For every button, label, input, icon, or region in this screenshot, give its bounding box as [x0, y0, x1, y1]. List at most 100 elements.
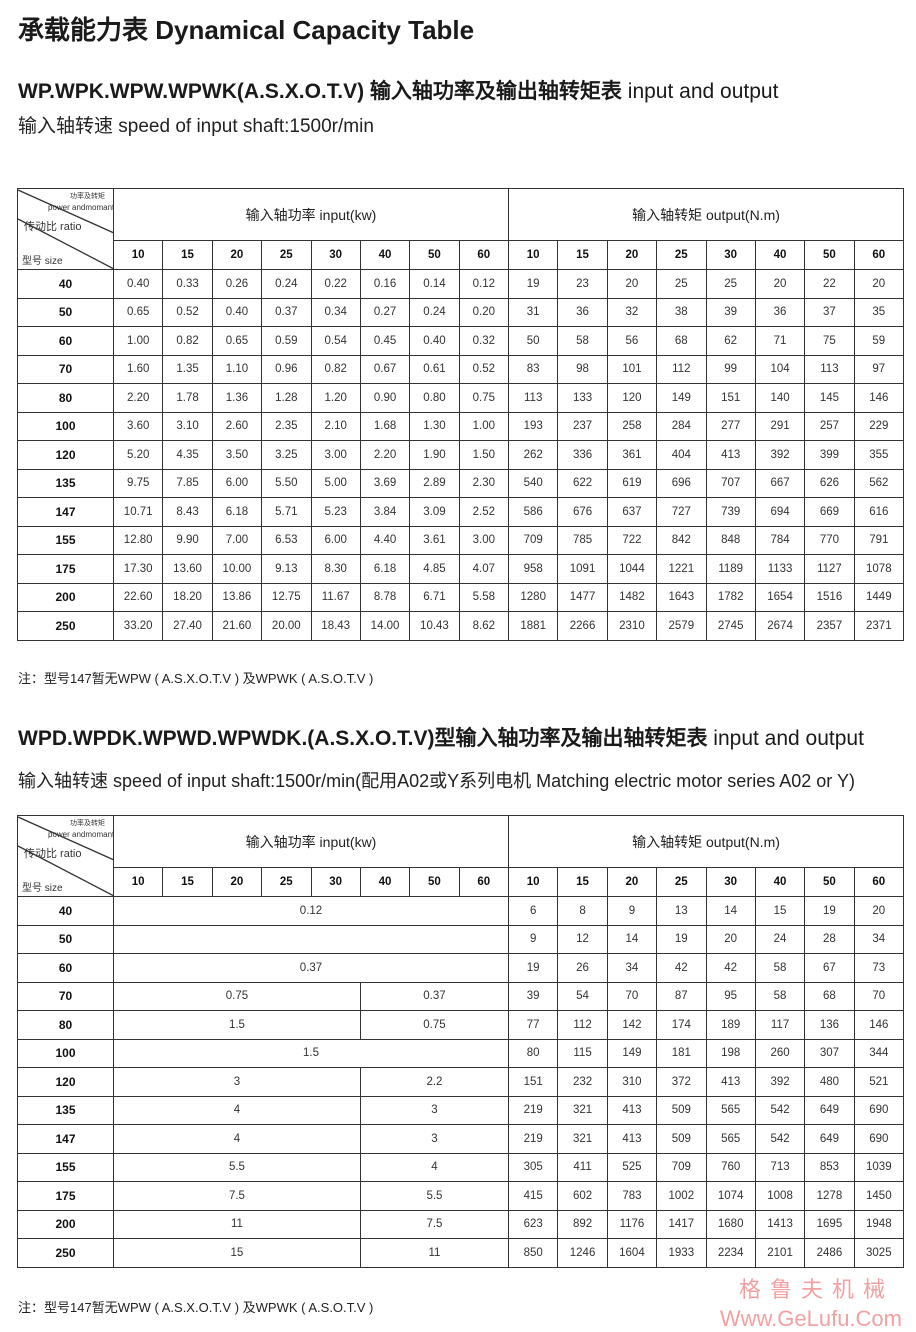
- ratio-header: 25: [261, 240, 312, 270]
- output-torque-cell: 262: [507, 440, 559, 470]
- table-row: 155 12.80 9.90 7.00 6.53 6.00 4.40 3.61 3.00 709 7…: [17, 525, 905, 555]
- diag-size: 型号 size: [22, 254, 63, 267]
- output-torque-cell: 1278: [804, 1181, 855, 1211]
- output-torque-cell: 1695: [804, 1209, 855, 1239]
- size-cell: 175: [17, 1181, 114, 1211]
- input-power-cell: 0.20: [458, 297, 510, 327]
- table-row: 40 0.12 6 8 9 13 14 15 19 20: [17, 896, 905, 926]
- input-power-cell: 0.90: [359, 383, 411, 413]
- output-torque-cell: 1133: [754, 554, 806, 584]
- output-torque-cell: 34: [606, 953, 658, 983]
- size-cell: 250: [17, 1238, 114, 1268]
- output-torque-cell: 542: [754, 1124, 806, 1154]
- output-torque-cell: 1449: [853, 582, 905, 612]
- input-power-cell: 0.67: [359, 354, 411, 384]
- output-torque-cell: 35: [853, 297, 905, 327]
- input-power-cell: 6.18: [359, 554, 411, 584]
- output-torque-cell: 174: [656, 1010, 707, 1040]
- table-row: 70 1.60 1.35 1.10 0.96 0.82 0.67 0.61 0.52 83 98 10…: [17, 354, 905, 384]
- diag-power-en: power andmomant: [48, 203, 114, 212]
- input-power-cell: 3: [359, 1124, 510, 1154]
- output-torque-cell: 149: [656, 383, 707, 413]
- output-torque-cell: 133: [557, 383, 608, 413]
- output-torque-cell: 2234: [705, 1238, 756, 1268]
- input-power-cell: 0.27: [359, 297, 411, 327]
- output-torque-cell: 344: [853, 1038, 905, 1068]
- output-torque-cell: 722: [606, 525, 658, 555]
- input-power-cell: 4: [113, 1095, 361, 1125]
- input-power-cell: 0.40: [211, 297, 263, 327]
- table-row: 200 11 7.5 623 892 1176 1417 1680 1413 1695 1948: [17, 1209, 905, 1239]
- ratio-header: 30: [705, 240, 756, 270]
- output-torque-cell: 38: [656, 297, 707, 327]
- output-torque-cell: 120: [606, 383, 658, 413]
- output-torque-cell: 117: [754, 1010, 806, 1040]
- output-torque-cell: 113: [804, 354, 855, 384]
- output-torque-cell: 19: [804, 896, 855, 926]
- output-torque-cell: 1221: [656, 554, 707, 584]
- size-cell: 40: [17, 896, 114, 926]
- output-torque-cell: 1482: [606, 582, 658, 612]
- ratio-header: 25: [656, 240, 707, 270]
- output-torque-cell: 739: [705, 497, 756, 527]
- size-cell: 100: [17, 1038, 114, 1068]
- input-power-cell: 1.28: [261, 383, 312, 413]
- ratio-header: 50: [804, 240, 855, 270]
- input-power-cell: 1.60: [112, 354, 164, 384]
- output-torque-cell: 104: [754, 354, 806, 384]
- output-torque-cell: 413: [705, 440, 756, 470]
- output-torque-cell: 115: [557, 1038, 608, 1068]
- table-row: 80 1.5 0.75 77 112 142 174 189 117 136 146: [17, 1010, 905, 1040]
- input-power-cell: 9.90: [162, 525, 213, 555]
- output-torque-cell: 713: [754, 1152, 806, 1182]
- input-power-cell: 0.75: [359, 1010, 510, 1040]
- output-torque-cell: 727: [656, 497, 707, 527]
- input-power-cell: 3.84: [359, 497, 411, 527]
- ratio-header: 15: [162, 867, 213, 897]
- output-torque-cell: 305: [507, 1152, 559, 1182]
- header-row: 功率及转矩 power andmomant 传动比 ratio 型号 size 输入轴功…: [17, 815, 904, 897]
- output-torque-cell: 1039: [853, 1152, 905, 1182]
- ratio-header: 30: [310, 240, 361, 270]
- input-power-cell: 18.43: [310, 611, 361, 641]
- input-power-cell: 5.20: [112, 440, 164, 470]
- output-torque-cell: 151: [507, 1067, 559, 1097]
- output-torque-cell: 2101: [754, 1238, 806, 1268]
- section1-heading-bold: WP.WPK.WPW.WPWK(A.S.X.O.T.V) 输入轴功率及输出轴转矩…: [18, 80, 622, 103]
- output-torque-cell: 1044: [606, 554, 658, 584]
- output-torque-cell: 39: [705, 297, 756, 327]
- output-torque-cell: 509: [656, 1124, 707, 1154]
- output-torque-cell: 958: [507, 554, 559, 584]
- size-cell: 50: [17, 297, 114, 327]
- output-torque-cell: 623: [507, 1209, 559, 1239]
- output-torque-cell: 3025: [853, 1238, 905, 1268]
- input-power-cell: 0.45: [359, 326, 411, 356]
- input-power-header: 输入轴功率 input(kw): [113, 815, 509, 868]
- output-torque-cell: 542: [754, 1095, 806, 1125]
- output-torque-cell: 70: [606, 981, 658, 1011]
- input-power-cell: 0.24: [409, 297, 460, 327]
- input-power-cell: 27.40: [162, 611, 213, 641]
- input-power-cell: 3.25: [261, 440, 312, 470]
- input-power-header: 输入轴功率 input(kw): [113, 188, 509, 241]
- input-power-cell: 5.23: [310, 497, 361, 527]
- input-power-cell: 2.60: [211, 411, 263, 441]
- input-power-cell: 5.58: [458, 582, 510, 612]
- output-torque-cell: 676: [557, 497, 608, 527]
- input-power-cell: 3.00: [310, 440, 361, 470]
- output-torque-cell: 413: [705, 1067, 756, 1097]
- output-torque-cell: 50: [507, 326, 559, 356]
- output-torque-cell: 39: [507, 981, 559, 1011]
- input-power-cell: 11: [113, 1209, 361, 1239]
- section2-note: 注：型号147暂无WPW ( A.S.X.O.T.V ) 及WPWK ( A.S…: [18, 1300, 374, 1315]
- output-torque-cell: 1074: [705, 1181, 756, 1211]
- header-row: 功率及转矩 power andmomant 传动比 ratio 型号 size 输入轴功…: [17, 188, 904, 270]
- output-torque-cell: 1078: [853, 554, 905, 584]
- input-power-cell: 9.75: [112, 468, 164, 498]
- input-power-cell: 0.54: [310, 326, 361, 356]
- input-power-cell: 1.50: [458, 440, 510, 470]
- input-power-cell: 6.71: [409, 582, 460, 612]
- ratio-header: 30: [705, 867, 756, 897]
- output-torque-cell: 404: [656, 440, 707, 470]
- watermark-url: Www.GeLufu.Com: [719, 1306, 902, 1331]
